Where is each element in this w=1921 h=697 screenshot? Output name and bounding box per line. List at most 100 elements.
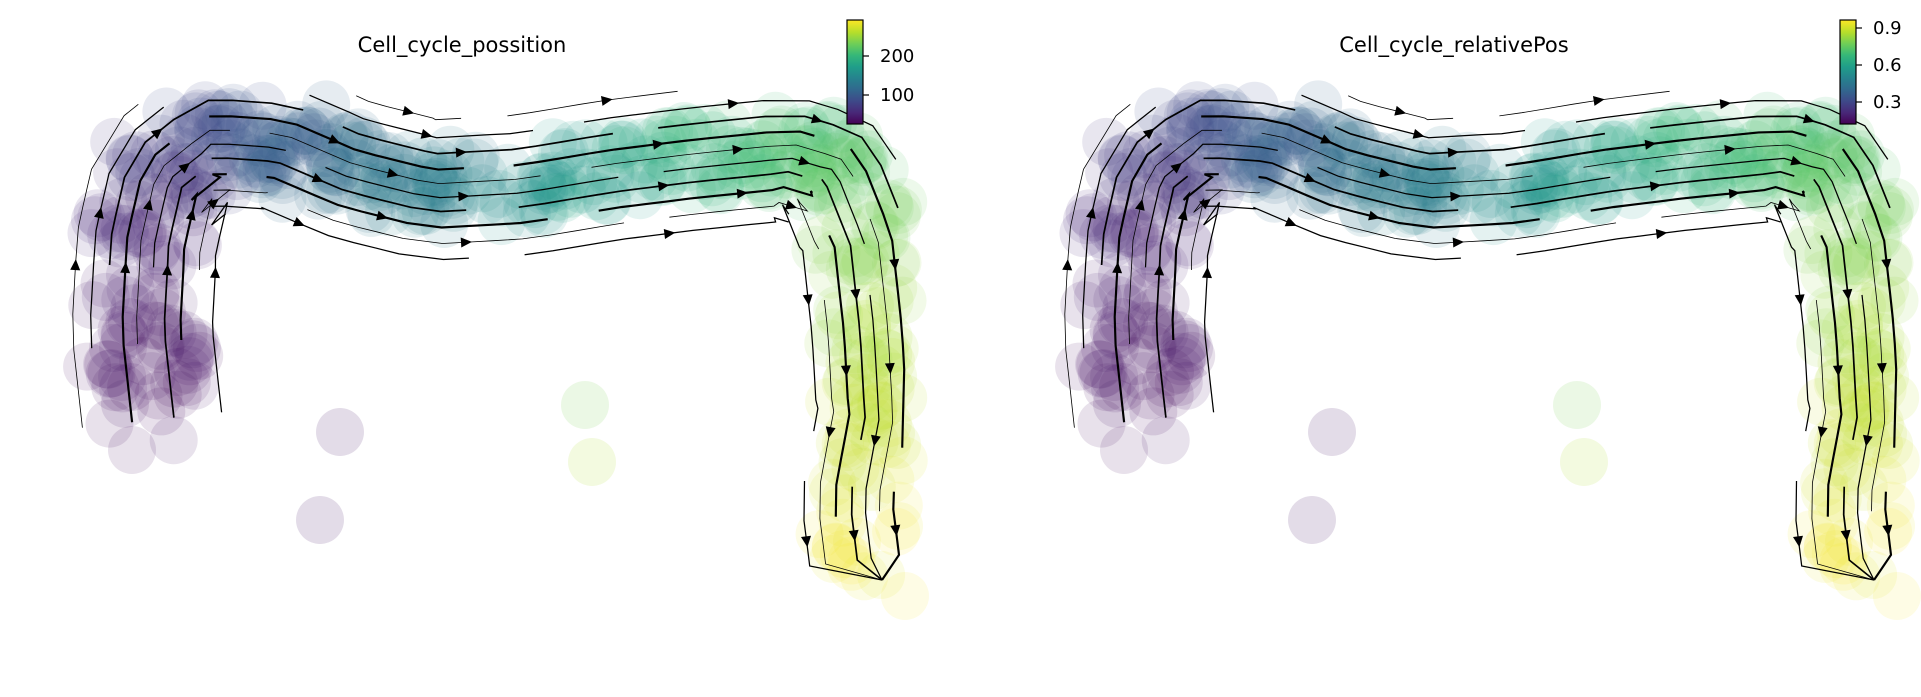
stream-arrow [1593, 96, 1605, 106]
cell-point [257, 118, 305, 167]
cell-point [818, 438, 867, 487]
cell-point [226, 101, 274, 150]
cell-point [148, 241, 197, 290]
stream-arrow [185, 208, 196, 221]
cell-point [547, 148, 596, 197]
cell-point [1805, 285, 1854, 334]
stream-arrow [458, 191, 470, 202]
cell-point [119, 337, 168, 386]
cell-point [1162, 317, 1211, 366]
cell-point [170, 361, 219, 410]
cell-point [780, 125, 829, 174]
cell-point [148, 308, 197, 357]
cell-point [97, 305, 146, 354]
stream-arrow [1202, 266, 1212, 279]
cell-point [1124, 199, 1173, 248]
stream-arrow [825, 426, 836, 438]
cell-point [790, 144, 839, 192]
stream-arrow [802, 294, 813, 306]
cell-point [1521, 151, 1570, 200]
cell-point [518, 186, 567, 235]
cell-point [1788, 215, 1836, 264]
cell-point [1589, 120, 1638, 169]
cell-point [827, 542, 876, 591]
cell-point [1610, 118, 1659, 167]
cell-point [1100, 426, 1148, 474]
cell-point [813, 182, 862, 231]
cell-point [1574, 176, 1623, 225]
cell-point [422, 168, 471, 217]
cell-point [190, 89, 239, 138]
cell-point [114, 180, 163, 229]
cell-point [162, 358, 211, 407]
cell-point [339, 116, 388, 165]
cell-point [399, 137, 448, 186]
cell-point [1813, 419, 1862, 468]
cell-point [270, 118, 319, 167]
cell-point [810, 308, 859, 357]
cell-point [1654, 143, 1703, 192]
cell-point [174, 107, 223, 156]
cell-point [1406, 163, 1455, 212]
cell-point [291, 119, 340, 168]
cell-point [1234, 134, 1283, 183]
cell-point [1575, 176, 1624, 225]
stream-arrow [1177, 208, 1188, 221]
cell-point [838, 138, 887, 187]
cell-point [85, 399, 134, 448]
cell-point [1244, 104, 1293, 153]
cell-point [708, 115, 756, 164]
cell-point [1590, 120, 1639, 169]
stream-arrow [890, 524, 901, 537]
stream-arrow [1876, 362, 1887, 375]
cell-point [1761, 144, 1810, 193]
cell-point [529, 159, 578, 208]
cell-point [1097, 134, 1146, 183]
cell-point [1852, 145, 1901, 194]
cell-point [794, 131, 843, 179]
cell-point [1141, 416, 1190, 465]
cell-point [1817, 408, 1866, 457]
cell-point [582, 176, 631, 225]
stream-arrow [1394, 105, 1407, 116]
cell-point [1128, 325, 1176, 374]
cell-point [1809, 174, 1858, 223]
cell-point [1256, 141, 1305, 189]
stream-arrow [1777, 199, 1789, 210]
cell-point [1099, 153, 1148, 201]
cell-point [1414, 168, 1463, 217]
cell-point [561, 381, 609, 429]
cell-point [579, 118, 628, 167]
cell-point [430, 176, 479, 225]
cell-point [136, 114, 185, 163]
cell-point [795, 168, 844, 216]
stream-arrow [840, 365, 851, 377]
cell-point [1864, 192, 1913, 240]
cell-point [80, 259, 129, 308]
cell-point [1142, 359, 1191, 408]
cell-point [130, 130, 179, 179]
stream-arrow [736, 188, 749, 199]
cell-point [1652, 102, 1701, 150]
cell-point [1832, 135, 1881, 184]
colorbar-tick-label: 200 [880, 46, 914, 67]
cell-point [1700, 115, 1748, 164]
cell-point [599, 117, 648, 166]
cell-point [1831, 135, 1879, 184]
cell-point [1818, 156, 1867, 205]
cell-point [1317, 111, 1366, 159]
cell-point [338, 120, 387, 169]
cell-point [302, 80, 351, 129]
cell-point [1391, 137, 1440, 186]
cell-point [1861, 352, 1910, 401]
cell-point [796, 215, 844, 264]
cell-point [420, 200, 469, 248]
cell-point [821, 358, 870, 407]
cell-point [282, 106, 331, 155]
cell-point [1147, 156, 1196, 204]
cell-point [781, 102, 830, 150]
stream-arrow [1655, 229, 1668, 239]
cell-point [1510, 186, 1559, 235]
stream-arrow [1817, 426, 1828, 438]
cell-point [84, 340, 133, 389]
